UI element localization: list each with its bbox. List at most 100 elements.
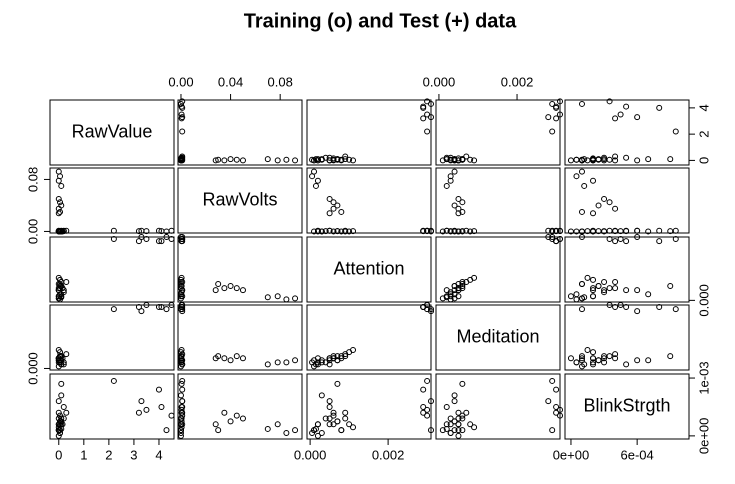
point: [168, 302, 175, 308]
x-tick-label: 6e-04: [621, 447, 654, 462]
point: [233, 156, 240, 163]
point: [667, 353, 674, 360]
point: [221, 157, 228, 164]
x-tick-label: 2: [105, 447, 112, 462]
point: [58, 182, 65, 189]
x-tick-label: 3: [130, 447, 137, 462]
point: [292, 357, 299, 364]
panel: [306, 304, 432, 371]
point: [590, 361, 597, 368]
point: [314, 228, 321, 235]
point: [57, 418, 64, 425]
point: [326, 154, 333, 161]
point: [471, 157, 478, 164]
point: [634, 287, 641, 294]
point: [58, 380, 65, 387]
point: [443, 287, 450, 294]
point: [334, 228, 341, 235]
point: [578, 208, 585, 215]
point: [292, 295, 299, 302]
y-tick-label: 4: [696, 104, 711, 111]
point: [553, 238, 560, 245]
point: [557, 406, 563, 413]
panel: [435, 99, 561, 166]
point: [221, 285, 228, 292]
point: [311, 427, 318, 434]
point: [553, 409, 560, 416]
point: [239, 355, 246, 362]
panel: [306, 99, 432, 166]
point: [459, 427, 466, 434]
point: [601, 289, 608, 296]
point: [420, 409, 427, 416]
point: [55, 432, 62, 439]
point: [177, 278, 184, 285]
point: [177, 392, 184, 399]
x-tick-label: 0.000: [423, 74, 456, 89]
y-tick-label: 0e+00: [696, 418, 711, 455]
point: [338, 427, 345, 434]
point: [451, 398, 458, 405]
point: [212, 287, 219, 294]
point: [557, 111, 563, 118]
point: [573, 173, 580, 180]
point: [612, 285, 619, 292]
point: [138, 234, 145, 240]
point: [578, 100, 585, 107]
point: [612, 238, 619, 245]
point: [443, 154, 450, 161]
point: [55, 424, 62, 431]
point: [212, 355, 219, 362]
point: [274, 359, 281, 366]
point: [595, 228, 602, 235]
point: [590, 276, 597, 283]
panel: [564, 167, 690, 234]
point: [264, 425, 271, 432]
point: [350, 157, 357, 164]
point: [451, 202, 458, 209]
point: [58, 228, 65, 235]
variable-label: RawVolts: [202, 189, 277, 209]
x-tick-label: 1: [80, 447, 87, 462]
point: [283, 429, 290, 436]
point: [672, 236, 679, 243]
point: [168, 236, 175, 243]
point: [545, 114, 552, 121]
variable-label: Attention: [333, 258, 404, 278]
point: [326, 403, 333, 410]
point: [567, 355, 574, 362]
point: [656, 104, 663, 111]
point: [264, 294, 271, 301]
point: [338, 208, 345, 215]
point: [322, 415, 329, 422]
point: [578, 363, 585, 370]
point: [451, 228, 458, 235]
point: [155, 238, 162, 245]
point: [215, 281, 222, 288]
point: [60, 287, 67, 294]
panel: [177, 99, 303, 166]
point: [667, 156, 674, 163]
point: [179, 412, 186, 419]
point: [601, 359, 608, 366]
point: [601, 278, 608, 285]
point: [428, 306, 434, 313]
point: [567, 293, 574, 300]
point: [168, 227, 175, 234]
point: [233, 412, 240, 419]
point: [178, 304, 185, 311]
x-tick-label: 0.000: [294, 447, 327, 462]
point: [428, 398, 434, 405]
point: [581, 182, 588, 189]
point: [612, 205, 619, 212]
point: [590, 228, 597, 235]
point: [57, 199, 64, 206]
panel: [49, 99, 175, 166]
point: [557, 227, 563, 234]
y-tick-label: 0.08: [25, 167, 40, 192]
point: [179, 403, 186, 410]
point: [595, 156, 602, 163]
point: [314, 432, 321, 439]
panel: [177, 373, 303, 440]
point: [601, 355, 608, 362]
